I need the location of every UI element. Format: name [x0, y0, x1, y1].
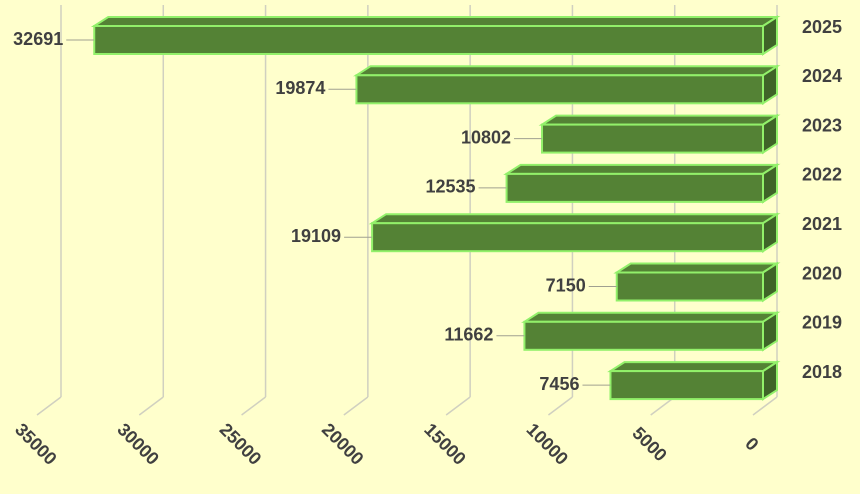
data-label: 11662	[444, 325, 493, 345]
data-label: 7456	[539, 374, 579, 394]
bar-group	[353, 64, 781, 106]
floor-line	[36, 396, 62, 416]
y-tick-label: 2022	[802, 165, 842, 185]
data-label: 32691	[13, 29, 63, 49]
bar-group	[503, 163, 781, 204]
bar-top	[368, 213, 781, 225]
bar-group	[613, 261, 781, 303]
x-tick-label: 5000	[628, 423, 670, 465]
bar-group	[607, 360, 781, 401]
floor-line	[752, 396, 778, 416]
bar	[615, 271, 765, 302]
data-label: 12535	[426, 177, 476, 197]
bar-top	[521, 311, 781, 323]
bar	[93, 25, 765, 55]
x-tick-label: 15000	[420, 419, 470, 469]
y-tick-label: 2018	[802, 362, 842, 382]
bar-top	[538, 114, 781, 126]
x-tick-label: 0	[741, 434, 762, 455]
y-tick-label: 2025	[802, 17, 842, 37]
data-label: 10802	[461, 127, 511, 147]
x-tick-label: 25000	[216, 419, 266, 469]
bar	[523, 320, 764, 351]
y-tick-label: 2024	[802, 66, 842, 86]
data-label: 19874	[275, 78, 325, 98]
x-tick-label: 30000	[113, 419, 163, 469]
bar	[371, 222, 764, 253]
bar-top	[503, 163, 781, 175]
y-tick-label: 2023	[802, 115, 842, 135]
x-tick-label: 10000	[523, 419, 573, 469]
bar-top	[90, 16, 781, 27]
bar	[355, 74, 764, 105]
x-tick-label: 35000	[11, 419, 61, 469]
bar	[609, 370, 765, 401]
bar-top	[353, 65, 781, 77]
bar-group	[538, 113, 781, 155]
bar-top	[613, 262, 781, 274]
y-tick-label: 2021	[802, 214, 842, 234]
y-tick-label: 2019	[802, 313, 842, 333]
data-label: 7150	[546, 275, 586, 295]
floor-line	[547, 396, 573, 416]
data-label: 19109	[291, 226, 341, 246]
floor-line	[241, 396, 267, 416]
y-tick-label: 2020	[802, 263, 842, 283]
bar-group	[90, 15, 781, 56]
bar-group	[521, 310, 781, 352]
bar	[541, 123, 765, 154]
bar	[505, 172, 764, 203]
floor-line	[445, 396, 471, 416]
x-tick-label: 20000	[318, 419, 368, 469]
bar-group	[368, 212, 781, 254]
floor-line	[343, 396, 369, 416]
bar-top	[607, 361, 781, 373]
floor-line	[138, 396, 164, 416]
